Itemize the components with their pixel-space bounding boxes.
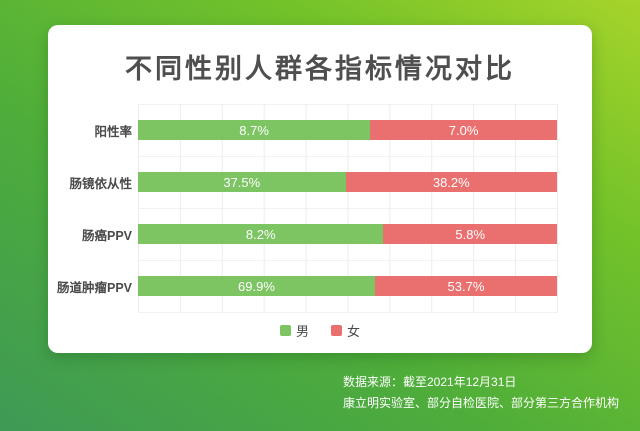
data-source-line1: 数据来源：截至2021年12月31日	[343, 375, 517, 389]
category-label: 肠道肿瘤PPV	[56, 280, 132, 295]
bar-segment-female: 7.0%	[370, 120, 557, 140]
data-source-note: 数据来源：截至2021年12月31日 康立明实验室、部分自检医院、部分第三方合作…	[343, 372, 619, 414]
bar-segment-female: 5.8%	[383, 224, 557, 244]
chart-title: 不同性别人群各指标情况对比	[125, 54, 515, 84]
category-label: 阳性率	[94, 124, 132, 139]
stacked-bar: 69.9% 53.7%	[138, 276, 557, 296]
legend-female-label: 女	[347, 324, 361, 339]
data-source-line2: 康立明实验室、部分自检医院、部分第三方合作机构	[343, 396, 620, 410]
category-label: 肠癌PPV	[81, 228, 132, 243]
plot-rows: 阳性率 8.7% 7.0% 肠镜依从性 37.5% 38.2% 肠癌PPV 8.2% 5.8% 肠…	[48, 104, 592, 312]
legend-male-label: 男	[295, 324, 309, 339]
chart-card: 不同性别人群各指标情况对比 阳性率 8.7% 7.0% 肠镜依从性 37.5% 38.2%…	[48, 25, 592, 353]
bar-segment-male: 37.5%	[138, 172, 346, 192]
chart-area: 阳性率 8.7% 7.0% 肠镜依从性 37.5% 38.2% 肠癌PPV 8.2% 5.8% 肠…	[48, 104, 592, 313]
bar-segment-female: 38.2%	[345, 172, 557, 192]
bar-segment-male: 8.7%	[138, 120, 371, 140]
legend-item-female: 女	[331, 321, 360, 340]
category-label: 肠镜依从性	[69, 176, 132, 191]
legend-item-male: 男	[279, 321, 309, 340]
bar-segment-male: 69.9%	[138, 276, 375, 296]
chart-row: 肠癌PPV 8.2% 5.8%	[48, 208, 592, 260]
male-color-swatch	[279, 325, 291, 336]
bar-segment-female: 53.7%	[374, 276, 557, 296]
stacked-bar: 8.7% 7.0%	[138, 120, 557, 140]
stacked-bar: 8.2% 5.8%	[138, 224, 557, 244]
stacked-bar: 37.5% 38.2%	[138, 172, 557, 192]
chart-row: 肠道肿瘤PPV 69.9% 53.7%	[48, 260, 592, 312]
bar-segment-male: 8.2%	[138, 224, 384, 244]
chart-row: 阳性率 8.7% 7.0%	[48, 104, 592, 156]
female-color-swatch	[331, 325, 342, 336]
chart-row: 肠镜依从性 37.5% 38.2%	[48, 156, 592, 208]
legend: 男 女	[48, 321, 592, 340]
